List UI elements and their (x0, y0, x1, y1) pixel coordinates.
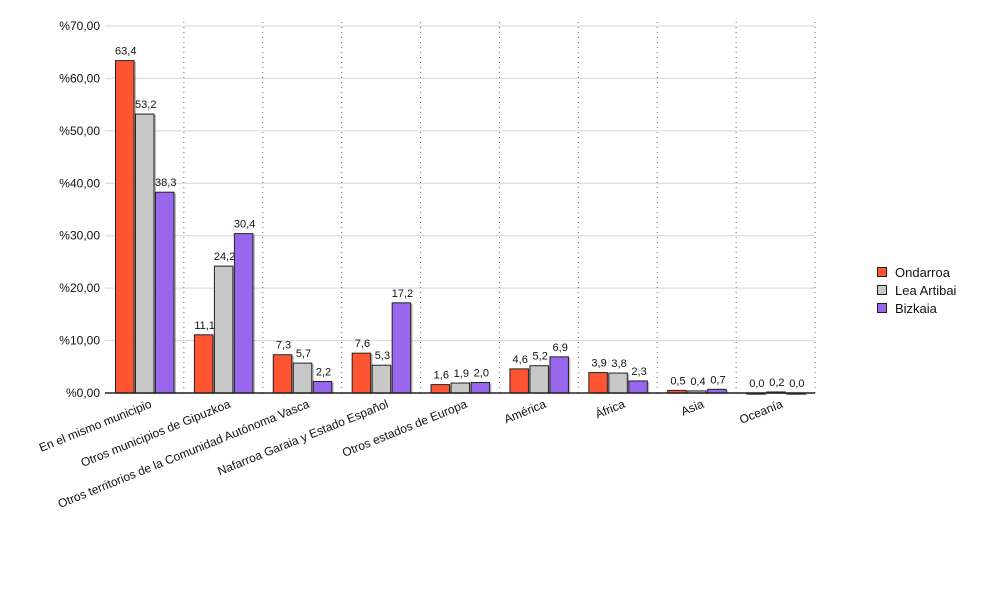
bar-ondarroa-en-el-mismo-municipio (115, 60, 135, 394)
y-tick-label: %50,00 (59, 124, 100, 138)
data-label: 53,2 (135, 99, 156, 111)
legend-swatch-ondarroa (877, 267, 887, 277)
bar-ondarroa-otros-territorios-de-la-comunidad-autonoma-vasca (272, 354, 293, 394)
data-label: 4,6 (513, 354, 528, 366)
x-tick-label: África (593, 396, 627, 422)
data-label: 2,3 (631, 366, 646, 378)
y-tick-label: %0,00 (66, 386, 100, 400)
bar-bizkaia-africa (628, 380, 648, 394)
bar-ondarroa-otros-estados-de-europa (430, 384, 451, 394)
bar-lea-artibai-otros-municipios-de-gipuzkoa (213, 265, 234, 394)
legend-label-ondarroa: Ondarroa (895, 264, 950, 280)
data-label: 63,4 (115, 46, 136, 58)
x-tick-label: Asia (679, 397, 706, 419)
data-label: 5,2 (533, 351, 548, 363)
data-label: 0,0 (749, 378, 764, 390)
bar-bizkaia-en-el-mismo-municipio (155, 191, 175, 394)
data-label: 0,5 (670, 375, 685, 387)
bar-ondarroa-america (509, 368, 529, 394)
data-label: 1,6 (434, 370, 449, 382)
data-label: 17,2 (392, 288, 413, 300)
legend-label-lea-artibai: Lea Artibai (895, 282, 957, 298)
data-label: 0,0 (789, 378, 804, 390)
bar-bizkaia-nafarroa-garaia-y-estado-espanol (391, 302, 412, 394)
y-tick-label: %60,00 (59, 71, 100, 85)
bar-bizkaia-otros-estados-de-europa (470, 382, 491, 394)
bar-bizkaia-otros-municipios-de-gipuzkoa (233, 233, 254, 394)
data-label: 7,6 (355, 338, 370, 350)
data-label: 5,3 (375, 350, 390, 362)
bar-lea-artibai-otros-territorios-de-la-comunidad-autonoma-vasca (292, 362, 313, 394)
bar-ondarroa-otros-municipios-de-gipuzkoa (193, 334, 214, 394)
y-tick-label: %20,00 (59, 281, 100, 295)
data-label: 2,2 (316, 366, 331, 378)
bar-bizkaia-america (549, 356, 569, 394)
bar-lea-artibai-nafarroa-garaia-y-estado-espanol (371, 364, 392, 394)
bar-lea-artibai-africa (608, 372, 628, 394)
legend-swatch-bizkaia (877, 303, 887, 313)
legend-item-bizkaia: Bizkaia (877, 299, 956, 317)
data-label: 7,3 (276, 340, 291, 352)
bar-lea-artibai-america (529, 365, 549, 394)
data-label: 24,2 (214, 251, 235, 263)
y-tick-label: %10,00 (59, 334, 100, 348)
data-label: 3,8 (611, 358, 626, 370)
data-label: 30,4 (234, 219, 255, 231)
data-label: 11,1 (194, 320, 215, 332)
legend-swatch-lea-artibai (877, 285, 887, 295)
data-label: 0,2 (769, 377, 784, 389)
data-label: 3,9 (591, 358, 606, 370)
data-label: 1,9 (454, 368, 469, 380)
data-label: 5,7 (296, 348, 311, 360)
bar-ondarroa-africa (588, 372, 608, 394)
x-tick-label: América (502, 397, 548, 427)
data-label: 38,3 (155, 177, 176, 189)
bar-ondarroa-nafarroa-garaia-y-estado-espanol (351, 352, 372, 394)
legend-label-bizkaia: Bizkaia (895, 300, 937, 316)
data-label: 0,7 (710, 374, 725, 386)
data-label: 0,4 (690, 376, 705, 388)
bar-lea-artibai-otros-estados-de-europa (450, 382, 471, 394)
legend-item-ondarroa: Ondarroa (877, 263, 956, 281)
data-label: 2,0 (474, 368, 489, 380)
legend: Ondarroa Lea Artibai Bizkaia (877, 263, 956, 317)
bar-bizkaia-otros-territorios-de-la-comunidad-autonoma-vasca (312, 380, 333, 394)
y-tick-label: %30,00 (59, 229, 100, 243)
data-label: 6,9 (553, 342, 568, 354)
y-tick-label: %40,00 (59, 176, 100, 190)
y-tick-label: %70,00 (59, 19, 100, 33)
legend-item-lea-artibai: Lea Artibai (877, 281, 956, 299)
x-tick-label: Oceanía (737, 397, 785, 427)
bar-lea-artibai-en-el-mismo-municipio (135, 113, 155, 394)
